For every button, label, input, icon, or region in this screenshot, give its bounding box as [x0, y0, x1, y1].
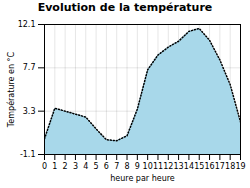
svg-text:0: 0: [42, 162, 47, 171]
html-text:Evolution de la température: Evolution de la température: [37, 1, 213, 14]
svg-text:13: 13: [174, 162, 184, 171]
svg-text:2: 2: [63, 162, 68, 171]
svg-text:12: 12: [163, 162, 173, 171]
svg-text:4: 4: [83, 162, 88, 171]
svg-text:14: 14: [184, 162, 194, 171]
svg-text:8: 8: [124, 162, 129, 171]
svg-text:5: 5: [94, 162, 99, 171]
svg-text:19: 19: [235, 162, 245, 171]
svg-text:12.1: 12.1: [18, 20, 36, 29]
svg-text:6: 6: [104, 162, 109, 171]
svg-text:15: 15: [194, 162, 204, 171]
svg-text:1: 1: [52, 162, 57, 171]
svg-text:7.7: 7.7: [23, 63, 36, 72]
svg-text:16: 16: [204, 162, 214, 171]
svg-text:3: 3: [73, 162, 78, 171]
svg-text:18: 18: [225, 162, 235, 171]
svg-text:Température en °C: Température en °C: [6, 51, 16, 128]
svg-text:10: 10: [143, 162, 153, 171]
svg-text:-1.1: -1.1: [20, 150, 36, 159]
svg-text:11: 11: [153, 162, 163, 171]
svg-text:heure par heure: heure par heure: [110, 174, 175, 183]
svg-text:9: 9: [135, 162, 140, 171]
svg-text:7: 7: [114, 162, 119, 171]
svg-text:3.3: 3.3: [23, 107, 36, 116]
svg-text:17: 17: [215, 162, 225, 171]
